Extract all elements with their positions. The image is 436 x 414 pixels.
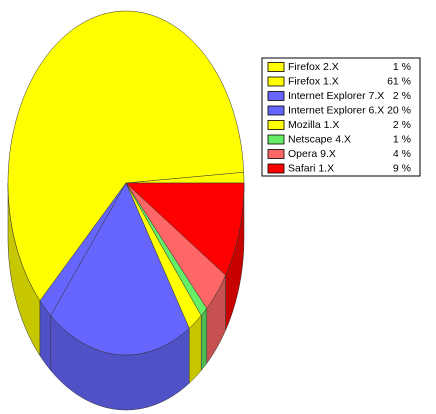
- legend-swatch: [267, 62, 285, 72]
- legend-swatch: [267, 76, 285, 87]
- legend-label: Safari 1.X: [288, 162, 334, 174]
- slice: [125, 182, 226, 309]
- legend-swatch: [267, 120, 285, 130]
- legend-value: 1 %: [393, 61, 411, 73]
- legend-value: 9 %: [393, 162, 411, 174]
- legend: Firefox 2.X 1 %Firefox 1.X 61 %Internet Ex…: [267, 61, 411, 174]
- legend-swatch: [267, 163, 285, 174]
- legend-value: 61 %: [387, 75, 411, 87]
- slice: [50, 182, 190, 356]
- legend-box: [261, 57, 421, 177]
- slice: [125, 182, 245, 276]
- legend-label: Opera 9.X: [288, 148, 336, 160]
- legend-value: 20 %: [387, 104, 411, 116]
- slice: [7, 10, 245, 302]
- legend-value: 2 %: [393, 119, 411, 131]
- legend-label: Internet Explorer 7.X: [288, 90, 384, 102]
- slice-side: [200, 307, 208, 372]
- legend-value: 4 %: [393, 148, 411, 160]
- legend-label: Netscape 4.X: [288, 133, 351, 145]
- legend-swatch: [267, 149, 285, 159]
- legend-swatch: [267, 91, 285, 101]
- pie: [7, 10, 245, 411]
- legend-value: 2 %: [393, 90, 411, 102]
- legend-label: Internet Explorer 6.X: [288, 104, 384, 116]
- legend-label: Firefox 2.X: [288, 61, 339, 73]
- legend-label: Firefox 1.X: [288, 75, 339, 87]
- legend-label: Mozilla 1.X: [288, 119, 339, 131]
- legend-value: 1 %: [393, 133, 411, 145]
- legend-swatch: [267, 134, 285, 145]
- legend-swatch: [267, 105, 285, 116]
